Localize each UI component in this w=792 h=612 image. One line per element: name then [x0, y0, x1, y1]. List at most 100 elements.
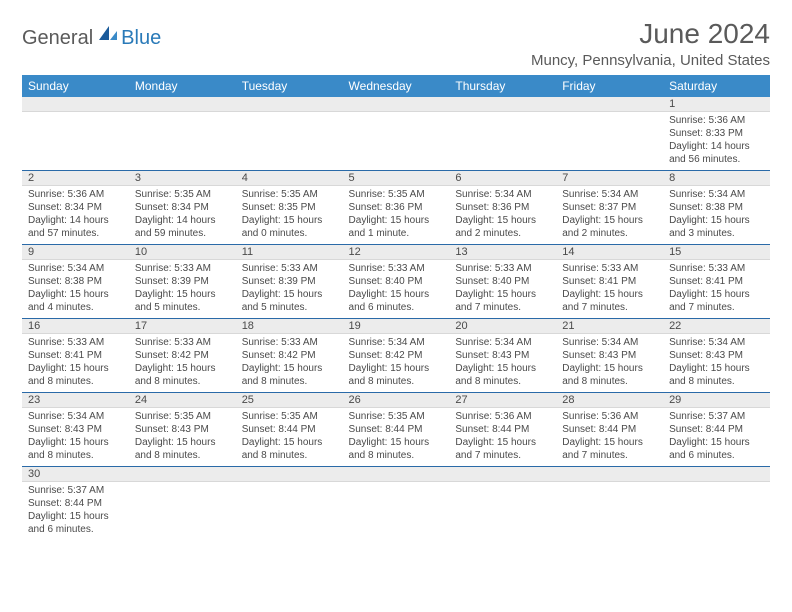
daylight-line: Daylight: 15 hours and 6 minutes.	[349, 288, 444, 314]
day-detail-cell	[556, 482, 663, 541]
daynum-row: 1	[22, 97, 770, 112]
sunrise-line: Sunrise: 5:35 AM	[242, 410, 337, 423]
day-number-cell: 1	[663, 97, 770, 112]
day-detail-cell	[663, 482, 770, 541]
daylight-line: Daylight: 15 hours and 8 minutes.	[242, 436, 337, 462]
sunrise-line: Sunrise: 5:34 AM	[455, 188, 550, 201]
sunset-line: Sunset: 8:44 PM	[28, 497, 123, 510]
sunset-line: Sunset: 8:43 PM	[135, 423, 230, 436]
day-number-cell: 28	[556, 393, 663, 408]
daylight-line: Daylight: 15 hours and 7 minutes.	[455, 436, 550, 462]
sunset-line: Sunset: 8:39 PM	[135, 275, 230, 288]
day-detail-cell: Sunrise: 5:34 AMSunset: 8:36 PMDaylight:…	[449, 186, 556, 245]
sunrise-line: Sunrise: 5:34 AM	[28, 262, 123, 275]
sunset-line: Sunset: 8:38 PM	[669, 201, 764, 214]
sunrise-line: Sunrise: 5:35 AM	[135, 188, 230, 201]
day-number-cell: 25	[236, 393, 343, 408]
sunrise-line: Sunrise: 5:33 AM	[28, 336, 123, 349]
sunrise-line: Sunrise: 5:34 AM	[562, 188, 657, 201]
sunset-line: Sunset: 8:44 PM	[562, 423, 657, 436]
daynum-row: 9101112131415	[22, 245, 770, 260]
day-number-cell: 29	[663, 393, 770, 408]
day-number-cell	[556, 97, 663, 112]
daylight-line: Daylight: 15 hours and 0 minutes.	[242, 214, 337, 240]
detail-row: Sunrise: 5:36 AMSunset: 8:33 PMDaylight:…	[22, 112, 770, 171]
day-detail-cell: Sunrise: 5:33 AMSunset: 8:41 PMDaylight:…	[556, 260, 663, 319]
sunset-line: Sunset: 8:41 PM	[562, 275, 657, 288]
sunrise-line: Sunrise: 5:35 AM	[135, 410, 230, 423]
daylight-line: Daylight: 14 hours and 56 minutes.	[669, 140, 764, 166]
day-detail-cell	[236, 482, 343, 541]
day-number-cell: 13	[449, 245, 556, 260]
daynum-row: 23242526272829	[22, 393, 770, 408]
daylight-line: Daylight: 15 hours and 5 minutes.	[242, 288, 337, 314]
daylight-line: Daylight: 15 hours and 3 minutes.	[669, 214, 764, 240]
day-detail-cell: Sunrise: 5:33 AMSunset: 8:40 PMDaylight:…	[343, 260, 450, 319]
day-detail-cell: Sunrise: 5:34 AMSunset: 8:43 PMDaylight:…	[556, 334, 663, 393]
day-number-cell: 21	[556, 319, 663, 334]
sunset-line: Sunset: 8:35 PM	[242, 201, 337, 214]
logo-text-dark: General	[22, 27, 93, 50]
day-number-cell: 27	[449, 393, 556, 408]
daylight-line: Daylight: 15 hours and 8 minutes.	[562, 362, 657, 388]
weekday-header: Friday	[556, 75, 663, 97]
day-number-cell	[22, 97, 129, 112]
day-detail-cell: Sunrise: 5:33 AMSunset: 8:41 PMDaylight:…	[663, 260, 770, 319]
day-number-cell: 5	[343, 171, 450, 186]
sunset-line: Sunset: 8:43 PM	[455, 349, 550, 362]
day-number-cell	[343, 467, 450, 482]
day-number-cell	[236, 97, 343, 112]
day-number-cell: 30	[22, 467, 129, 482]
day-detail-cell: Sunrise: 5:35 AMSunset: 8:35 PMDaylight:…	[236, 186, 343, 245]
day-detail-cell: Sunrise: 5:34 AMSunset: 8:38 PMDaylight:…	[22, 260, 129, 319]
day-detail-cell: Sunrise: 5:35 AMSunset: 8:34 PMDaylight:…	[129, 186, 236, 245]
daylight-line: Daylight: 15 hours and 8 minutes.	[28, 362, 123, 388]
sunrise-line: Sunrise: 5:35 AM	[242, 188, 337, 201]
day-detail-cell: Sunrise: 5:35 AMSunset: 8:36 PMDaylight:…	[343, 186, 450, 245]
sunrise-line: Sunrise: 5:34 AM	[669, 336, 764, 349]
sunset-line: Sunset: 8:42 PM	[349, 349, 444, 362]
detail-row: Sunrise: 5:34 AMSunset: 8:38 PM Daylight:…	[22, 260, 770, 319]
sunrise-line: Sunrise: 5:33 AM	[135, 262, 230, 275]
sunrise-line: Sunrise: 5:33 AM	[669, 262, 764, 275]
day-number-cell	[663, 467, 770, 482]
weekday-header: Monday	[129, 75, 236, 97]
day-number-cell: 3	[129, 171, 236, 186]
sunrise-line: Sunrise: 5:36 AM	[28, 188, 123, 201]
day-detail-cell: Sunrise: 5:33 AMSunset: 8:42 PMDaylight:…	[129, 334, 236, 393]
day-detail-cell	[449, 112, 556, 171]
sunset-line: Sunset: 8:36 PM	[455, 201, 550, 214]
daylight-line: Daylight: 15 hours and 8 minutes.	[349, 362, 444, 388]
detail-row: Sunrise: 5:34 AMSunset: 8:43 PMDaylight:…	[22, 408, 770, 467]
sunset-line: Sunset: 8:38 PM	[28, 275, 123, 288]
day-detail-cell	[343, 112, 450, 171]
day-detail-cell: Sunrise: 5:36 AMSunset: 8:33 PMDaylight:…	[663, 112, 770, 171]
day-detail-cell: Sunrise: 5:37 AMSunset: 8:44 PMDaylight:…	[22, 482, 129, 541]
day-detail-cell: Sunrise: 5:34 AMSunset: 8:43 PMDaylight:…	[449, 334, 556, 393]
weekday-header: Wednesday	[343, 75, 450, 97]
sunset-line: Sunset: 8:43 PM	[669, 349, 764, 362]
sunrise-line: Sunrise: 5:33 AM	[455, 262, 550, 275]
sunrise-line: Sunrise: 5:36 AM	[669, 114, 764, 127]
day-number-cell: 24	[129, 393, 236, 408]
day-number-cell: 8	[663, 171, 770, 186]
sunset-line: Sunset: 8:42 PM	[242, 349, 337, 362]
detail-row: Sunrise: 5:33 AMSunset: 8:41 PMDaylight:…	[22, 334, 770, 393]
sunrise-line: Sunrise: 5:35 AM	[349, 410, 444, 423]
day-detail-cell: Sunrise: 5:35 AMSunset: 8:43 PMDaylight:…	[129, 408, 236, 467]
daylight-line: Daylight: 15 hours and 8 minutes.	[242, 362, 337, 388]
sunset-line: Sunset: 8:44 PM	[349, 423, 444, 436]
daylight-line: Daylight: 15 hours and 7 minutes.	[669, 288, 764, 314]
sunset-line: Sunset: 8:41 PM	[28, 349, 123, 362]
logo-text-blue: Blue	[121, 27, 161, 50]
weekday-header: Sunday	[22, 75, 129, 97]
sunrise-line: Sunrise: 5:33 AM	[562, 262, 657, 275]
daynum-row: 2345678	[22, 171, 770, 186]
day-detail-cell	[236, 112, 343, 171]
sunset-line: Sunset: 8:44 PM	[669, 423, 764, 436]
sunset-line: Sunset: 8:33 PM	[669, 127, 764, 140]
sunset-line: Sunset: 8:43 PM	[562, 349, 657, 362]
location: Muncy, Pennsylvania, United States	[531, 52, 770, 69]
day-detail-cell: Sunrise: 5:33 AMSunset: 8:42 PMDaylight:…	[236, 334, 343, 393]
day-number-cell: 14	[556, 245, 663, 260]
